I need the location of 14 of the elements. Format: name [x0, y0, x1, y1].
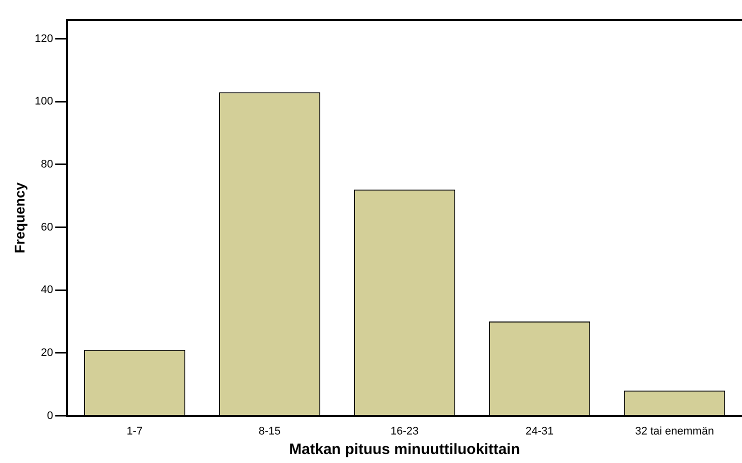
x-tick-label: 32 tai enemmän [635, 425, 714, 438]
x-tick-label: 8-15 [258, 425, 281, 438]
x-tick-label: 16-23 [390, 425, 419, 438]
y-tick-label: 100 [34, 96, 54, 108]
y-axis-title: Frequency [11, 182, 28, 254]
y-tick-label: 80 [40, 158, 54, 171]
y-tick-label: 60 [40, 221, 54, 234]
y-tick-label: 0 [47, 410, 54, 422]
y-tick-label: 40 [40, 284, 54, 296]
x-axis-title: Matkan pituus minuuttiluokittain [289, 441, 520, 458]
x-tick-label: 1-7 [126, 425, 143, 438]
y-tick-label: 20 [40, 347, 54, 360]
x-tick-label: 24-31 [525, 425, 554, 438]
y-tick-label: 120 [34, 32, 54, 45]
